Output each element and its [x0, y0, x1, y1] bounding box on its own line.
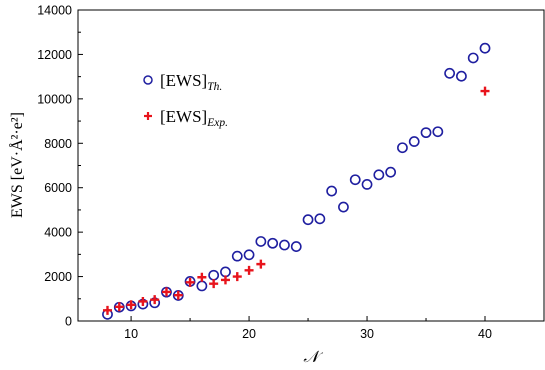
data-point-theory [255, 236, 267, 247]
data-point-experiment [232, 272, 242, 282]
data-point-experiment [220, 275, 230, 285]
y-tick-label: 0 [65, 315, 72, 329]
data-point-theory [290, 241, 302, 252]
data-point-theory [302, 214, 314, 226]
y-tick-label: 12000 [37, 48, 72, 62]
data-point-experiment [480, 86, 490, 96]
x-axis: 10 20 30 40 [124, 316, 492, 341]
data-point-theory [220, 266, 231, 278]
x-tick-label: 30 [360, 327, 374, 341]
series-experiment [102, 86, 490, 315]
data-point-theory [397, 142, 408, 154]
x-tick-label: 40 [478, 327, 492, 341]
data-point-theory [267, 237, 279, 249]
data-point-experiment [209, 279, 219, 289]
data-point-experiment [138, 296, 148, 306]
data-point-theory [208, 269, 220, 281]
data-point-theory [279, 239, 290, 251]
data-point-theory [385, 166, 397, 178]
data-point-experiment [256, 259, 266, 269]
legend-label-theory: [EWS]Th. [160, 71, 222, 93]
data-point-theory [361, 178, 373, 190]
data-point-experiment [114, 302, 124, 312]
x-tick-label: 10 [124, 327, 138, 341]
data-point-theory [444, 67, 456, 79]
y-tick-label: 4000 [44, 226, 72, 240]
data-point-theory [196, 280, 208, 292]
data-point-theory [467, 52, 479, 64]
data-point-theory [373, 169, 385, 181]
data-point-theory [349, 174, 361, 186]
x-tick-label: 20 [242, 327, 256, 341]
y-tick-label: 6000 [44, 181, 72, 195]
data-point-experiment [197, 272, 207, 282]
y-axis-title: EWS [eV·Å²·e²] [8, 112, 26, 218]
data-point-experiment [173, 290, 183, 300]
data-point-theory [420, 127, 432, 139]
data-point-theory [456, 70, 467, 82]
y-tick-label: 2000 [44, 270, 72, 284]
data-point-experiment [244, 265, 254, 275]
data-point-experiment [102, 305, 112, 315]
data-point-theory [326, 185, 338, 197]
legend: [EWS]Th. [EWS]Exp. [143, 71, 228, 129]
data-point-experiment [126, 300, 136, 310]
data-point-experiment [185, 277, 195, 287]
legend-marker-experiment [144, 112, 152, 120]
data-point-theory [432, 126, 444, 138]
data-point-experiment [150, 295, 160, 305]
data-point-theory [231, 250, 243, 262]
data-point-theory [338, 201, 349, 213]
legend-label-experiment: [EWS]Exp. [160, 107, 228, 129]
data-point-experiment [161, 287, 171, 297]
y-axis: 0 2000 4000 6000 8000 10000 12000 14000 [37, 4, 83, 329]
y-tick-label: 10000 [37, 92, 72, 106]
data-points [102, 42, 491, 320]
data-point-theory [479, 42, 491, 54]
y-tick-label: 14000 [37, 4, 72, 18]
y-tick-label: 8000 [44, 137, 72, 151]
data-point-theory [408, 136, 420, 147]
data-point-theory [314, 213, 326, 225]
plot-frame [77, 9, 545, 322]
legend-marker-theory [143, 75, 153, 85]
data-point-theory [243, 249, 255, 261]
x-axis-title: 𝒩 [303, 349, 323, 366]
